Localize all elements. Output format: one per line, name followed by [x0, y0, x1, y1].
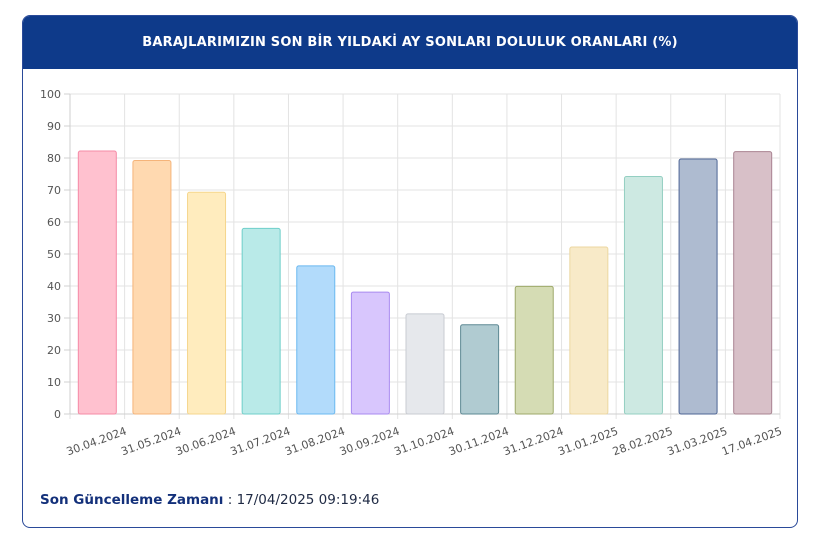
y-tick-label: 0: [54, 408, 61, 421]
x-tick-label: 31.12.2024: [502, 425, 566, 459]
x-tick-label: 31.03.2025: [665, 425, 729, 459]
y-tick-label: 100: [40, 88, 61, 101]
bar: [460, 324, 500, 415]
x-tick-label: 31.10.2024: [392, 425, 456, 459]
x-tick-label: 28.02.2025: [611, 425, 675, 459]
last-update-separator: :: [223, 492, 237, 508]
bar: [623, 176, 663, 415]
bar: [132, 160, 172, 415]
y-tick-label: 60: [47, 216, 61, 229]
y-tick-label: 40: [47, 280, 61, 293]
last-update-value: 17/04/2025 09:19:46: [236, 492, 380, 508]
bar: [350, 291, 390, 415]
bar: [77, 150, 117, 415]
x-tick-label: 30.09.2024: [338, 425, 402, 459]
y-tick-label: 80: [47, 152, 61, 165]
y-tick-label: 30: [47, 312, 61, 325]
y-tick-label: 70: [47, 184, 61, 197]
x-tick-label: 30.06.2024: [174, 425, 238, 459]
bar: [187, 191, 227, 415]
x-tick-label: 30.11.2024: [447, 425, 511, 459]
bar: [733, 151, 773, 415]
x-tick-label: 31.05.2024: [119, 425, 183, 459]
x-tick-label: 17.04.2025: [720, 425, 784, 459]
last-update-label: Son Güncelleme Zamanı: [40, 492, 224, 508]
y-tick-label: 50: [47, 248, 61, 261]
y-tick-label: 90: [47, 120, 61, 133]
y-tick-label: 20: [47, 344, 61, 357]
bar: [514, 285, 554, 415]
bar: [405, 313, 445, 415]
bar: [241, 227, 281, 415]
chart-title: BARAJLARIMIZIN SON BİR YILDAKİ AY SONLAR…: [23, 16, 797, 69]
bar: [678, 158, 718, 415]
last-update: Son Güncelleme Zamanı : 17/04/2025 09:19…: [40, 492, 379, 508]
x-tick-label: 31.08.2024: [283, 425, 347, 459]
x-tick-label: 31.01.2025: [556, 425, 620, 459]
bar: [296, 265, 336, 415]
y-tick-label: 10: [47, 376, 61, 389]
bar: [569, 246, 609, 415]
x-tick-label: 31.07.2024: [229, 425, 293, 459]
x-tick-label: 30.04.2024: [65, 425, 129, 459]
